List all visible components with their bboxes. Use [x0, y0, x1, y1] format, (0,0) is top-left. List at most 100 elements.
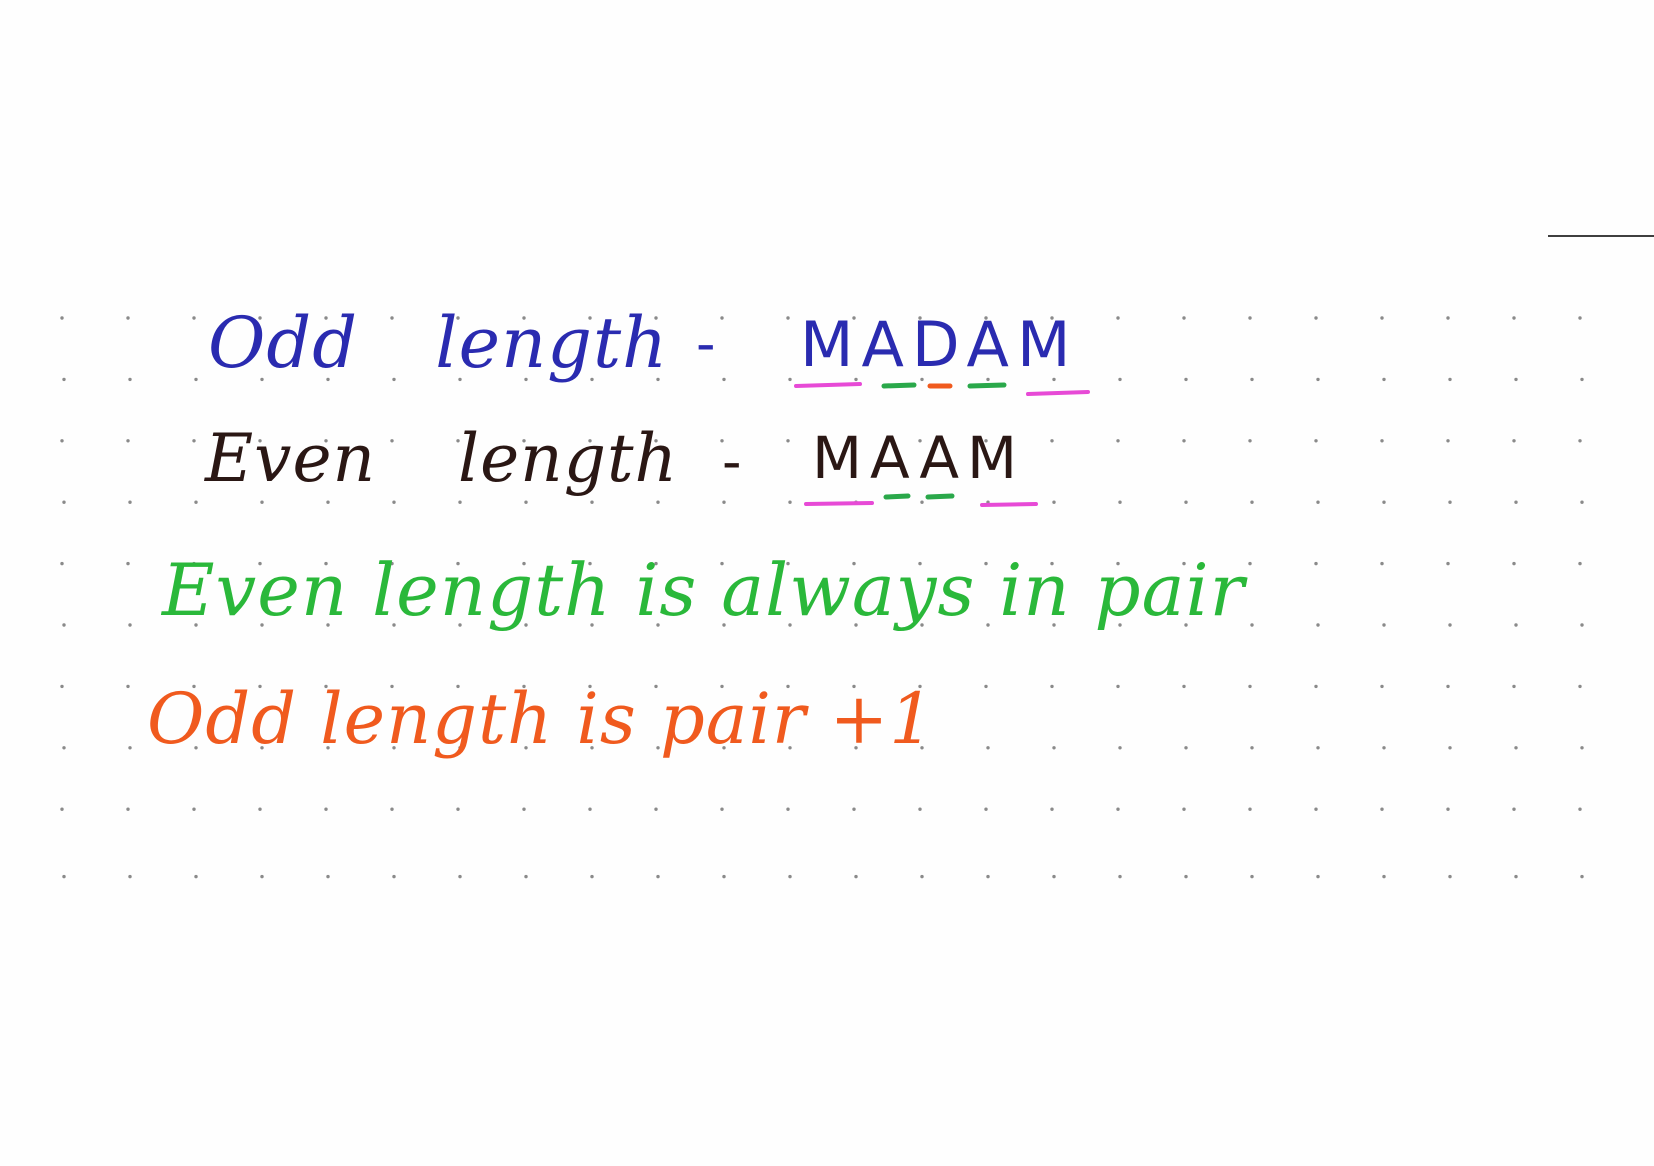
inner-pair-mark	[925, 493, 955, 500]
grid-dot	[1118, 377, 1122, 382]
grid-dot	[1182, 684, 1186, 689]
grid-dot	[1184, 377, 1188, 382]
length-word: length	[458, 420, 678, 497]
grid-dot	[456, 807, 460, 811]
grid-dot	[1382, 874, 1386, 879]
grid-dot	[1052, 500, 1056, 504]
grid-dot	[1118, 746, 1122, 750]
grid-dot	[986, 746, 990, 750]
grid-dot	[62, 623, 66, 627]
inner-pair-mark	[881, 382, 917, 389]
separator-dash: -	[696, 312, 716, 375]
grid-dot	[126, 684, 130, 689]
grid-dot	[1448, 377, 1452, 382]
grid-dot	[1052, 746, 1056, 750]
length-word: length	[435, 302, 669, 384]
grid-dot	[1250, 377, 1254, 382]
grid-dot	[62, 500, 66, 504]
grid-dot	[192, 439, 196, 443]
grid-dot	[258, 807, 262, 811]
grid-dot	[1514, 623, 1518, 627]
grid-dot	[126, 807, 130, 811]
grid-dot	[1380, 807, 1384, 811]
grid-dot	[722, 377, 726, 382]
grid-dot	[192, 807, 196, 811]
grid-dot	[722, 874, 726, 879]
grid-dot	[1380, 439, 1384, 443]
grid-dot	[854, 874, 858, 879]
grid-dot	[260, 500, 264, 504]
grid-dot	[590, 500, 594, 504]
even-word: Even	[205, 420, 377, 497]
grid-dot	[1580, 746, 1584, 750]
grid-dot	[1314, 316, 1318, 320]
grid-dot	[1248, 316, 1252, 320]
grid-dot	[62, 746, 66, 750]
grid-dot	[1116, 439, 1120, 443]
grid-dot	[1316, 874, 1320, 879]
grid-dot	[1448, 623, 1452, 627]
inner-pair-mark	[967, 382, 1007, 389]
grid-dot	[1250, 874, 1254, 879]
grid-dot	[60, 439, 64, 443]
grid-dot	[128, 377, 132, 382]
grid-dot	[458, 874, 462, 879]
grid-dot	[1578, 316, 1582, 320]
grid-dot	[1052, 874, 1056, 879]
grid-dot	[920, 874, 924, 879]
grid-dot	[1116, 684, 1120, 689]
grid-dot	[60, 316, 64, 320]
grid-dot	[1514, 746, 1518, 750]
grid-dot	[788, 377, 792, 382]
grid-dot	[1580, 874, 1584, 879]
separator-dash: -	[722, 430, 742, 493]
grid-dot	[786, 316, 790, 320]
grid-dot	[1446, 561, 1450, 566]
grid-dot	[986, 500, 990, 504]
palindrome-example-madam: MADAM	[800, 308, 1079, 381]
grid-dot	[1512, 807, 1516, 811]
grid-dot	[1314, 684, 1318, 689]
grid-dot	[1448, 874, 1452, 879]
grid-dot	[1116, 807, 1120, 811]
grid-dot	[1382, 623, 1386, 627]
grid-dot	[126, 316, 130, 320]
grid-dot	[1578, 807, 1582, 811]
grid-dot	[60, 684, 64, 689]
grid-dot	[1118, 500, 1122, 504]
grid-dot	[722, 500, 726, 504]
grid-dot	[1050, 807, 1054, 811]
grid-dot	[1314, 807, 1318, 811]
grid-dot	[786, 807, 790, 811]
grid-dot	[1182, 807, 1186, 811]
grid-dot	[60, 561, 64, 566]
grid-dot	[1512, 316, 1516, 320]
grid-dot	[1250, 746, 1254, 750]
grid-dot	[854, 500, 858, 504]
grid-dot	[326, 500, 330, 504]
grid-dot	[126, 439, 130, 443]
grid-dot	[656, 500, 660, 504]
grid-dot	[654, 807, 658, 811]
grid-dot	[588, 807, 592, 811]
grid-dot	[192, 316, 196, 320]
grid-dot	[128, 746, 132, 750]
grid-dot	[1380, 684, 1384, 689]
grid-dot	[656, 874, 660, 879]
grid-dot	[260, 874, 264, 879]
grid-dot	[128, 623, 132, 627]
grid-dot	[1184, 746, 1188, 750]
grid-dot	[524, 500, 528, 504]
grid-dot	[1382, 377, 1386, 382]
grid-dot	[1314, 439, 1318, 443]
grid-dot	[1578, 684, 1582, 689]
grid-dot	[788, 500, 792, 504]
outer-pair-mark	[794, 382, 862, 388]
grid-dot	[720, 316, 724, 320]
inner-pair-mark	[883, 493, 911, 500]
grid-dot	[1580, 377, 1584, 382]
grid-dot	[1118, 874, 1122, 879]
grid-dot	[522, 807, 526, 811]
grid-dot	[126, 561, 130, 566]
